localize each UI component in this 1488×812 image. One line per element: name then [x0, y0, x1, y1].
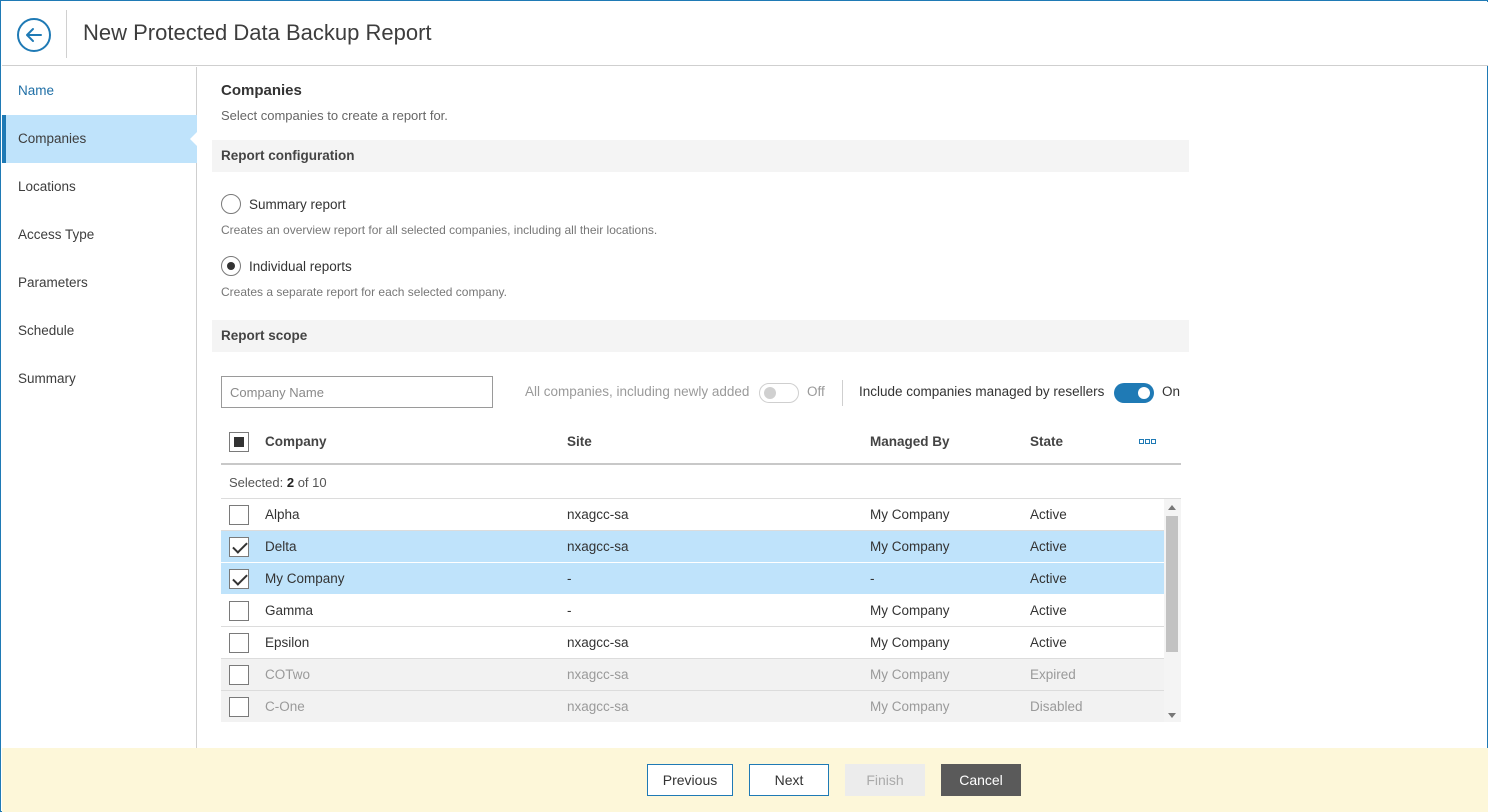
table-row[interactable]: Alpha nxagcc-sa My Company Active — [221, 499, 1164, 531]
table-scrollbar[interactable] — [1164, 499, 1181, 722]
cell-site: nxagcc-sa — [567, 699, 629, 714]
cell-site: nxagcc-sa — [567, 507, 629, 522]
table-body: Alpha nxagcc-sa My Company Active Delta … — [221, 499, 1164, 722]
radio-button[interactable] — [221, 194, 241, 214]
step-schedule[interactable]: Schedule — [18, 323, 75, 338]
cell-company: My Company — [265, 571, 345, 586]
radio-label: Individual reports — [249, 258, 352, 274]
wizard-header: New Protected Data Backup Report — [2, 2, 1488, 66]
report-scope-heading: Report scope — [212, 320, 1189, 352]
table-row[interactable]: My Company - - Active — [221, 563, 1164, 595]
summary-report-description: Creates an overview report for all selec… — [221, 223, 658, 237]
selection-summary: Selected: 2 of 10 — [221, 467, 1181, 499]
cell-company: COTwo — [265, 667, 311, 682]
cell-site: nxagcc-sa — [567, 667, 629, 682]
scroll-down-arrow-icon[interactable] — [1168, 713, 1176, 718]
cell-company: Epsilon — [265, 635, 310, 650]
selected-prefix: Selected: — [229, 475, 284, 490]
table-row[interactable]: Gamma - My Company Active — [221, 595, 1164, 627]
cell-state: Active — [1030, 571, 1067, 586]
cell-company: Gamma — [265, 603, 314, 618]
all-companies-toggle[interactable] — [759, 383, 799, 403]
toolbar-divider — [842, 380, 843, 406]
cell-site: nxagcc-sa — [567, 539, 629, 554]
cell-managed-by: My Company — [870, 539, 950, 554]
resellers-label: Include companies managed by resellers — [859, 384, 1105, 399]
header-divider — [66, 10, 67, 58]
next-button[interactable]: Next — [749, 764, 829, 796]
scroll-thumb[interactable] — [1166, 516, 1178, 652]
step-access-type[interactable]: Access Type — [18, 227, 95, 242]
row-checkbox[interactable] — [229, 505, 249, 525]
cell-managed-by: - — [870, 571, 875, 586]
cell-state: Active — [1030, 507, 1067, 522]
table-row[interactable]: COTwo nxagcc-sa My Company Expired — [221, 659, 1164, 691]
cell-state: Expired — [1030, 667, 1076, 682]
step-name[interactable]: Name — [18, 83, 55, 98]
all-companies-label: All companies, including newly added — [525, 384, 750, 399]
cell-state: Disabled — [1030, 699, 1083, 714]
cell-site: nxagcc-sa — [567, 635, 629, 650]
cell-company: Alpha — [265, 507, 300, 522]
radio-label: Summary report — [249, 196, 346, 212]
section-title: Companies — [221, 82, 302, 99]
cell-state: Active — [1030, 539, 1067, 554]
resellers-toggle[interactable] — [1114, 383, 1154, 403]
arrow-left-icon — [26, 28, 42, 42]
column-chooser-icon[interactable] — [1139, 439, 1156, 444]
company-name-search-input[interactable] — [221, 376, 493, 408]
individual-reports-description: Creates a separate report for each selec… — [221, 285, 507, 299]
row-checkbox[interactable] — [229, 665, 249, 685]
previous-button[interactable]: Previous — [647, 764, 733, 796]
back-button[interactable] — [17, 18, 51, 52]
radio-button[interactable] — [221, 256, 241, 276]
section-subtitle: Select companies to create a report for. — [221, 108, 448, 123]
selected-total: of 10 — [297, 475, 327, 490]
cell-managed-by: My Company — [870, 603, 950, 618]
step-locations[interactable]: Locations — [18, 179, 76, 194]
table-row[interactable]: Epsilon nxagcc-sa My Company Active — [221, 627, 1164, 659]
cell-company: Delta — [265, 539, 297, 554]
wizard-steps-sidebar: Name Companies Locations Access Type Par… — [2, 67, 198, 748]
finish-button: Finish — [845, 764, 925, 796]
select-all-checkbox[interactable] — [229, 432, 249, 452]
wizard-footer: Previous Next Finish Cancel — [2, 748, 1488, 812]
main-content: Companies Select companies to create a r… — [198, 67, 1488, 748]
cell-managed-by: My Company — [870, 667, 950, 682]
cell-company: C-One — [265, 699, 305, 714]
cell-site: - — [567, 571, 572, 586]
row-checkbox[interactable] — [229, 537, 249, 557]
row-checkbox[interactable] — [229, 601, 249, 621]
selected-count: 2 — [286, 475, 295, 490]
table-header: Company Site Managed By State — [221, 422, 1181, 465]
resellers-state: On — [1162, 384, 1181, 399]
cell-site: - — [567, 603, 572, 618]
column-managed-by[interactable]: Managed By — [870, 434, 950, 449]
column-site[interactable]: Site — [567, 434, 592, 449]
row-checkbox[interactable] — [229, 697, 249, 717]
step-companies[interactable]: Companies — [2, 115, 198, 163]
table-row[interactable]: Delta nxagcc-sa My Company Active — [221, 531, 1164, 563]
all-companies-state: Off — [807, 384, 825, 399]
cell-managed-by: My Company — [870, 507, 950, 522]
column-company[interactable]: Company — [265, 434, 327, 449]
column-state[interactable]: State — [1030, 434, 1064, 449]
step-parameters[interactable]: Parameters — [18, 275, 88, 290]
cancel-button[interactable]: Cancel — [941, 764, 1021, 796]
cell-managed-by: My Company — [870, 699, 950, 714]
table-row[interactable]: C-One nxagcc-sa My Company Disabled — [221, 691, 1164, 722]
page-title: New Protected Data Backup Report — [83, 20, 432, 45]
cell-managed-by: My Company — [870, 635, 950, 650]
step-summary[interactable]: Summary — [18, 371, 76, 386]
individual-reports-radio[interactable]: Individual reports — [221, 256, 352, 276]
row-checkbox[interactable] — [229, 569, 249, 589]
report-configuration-heading: Report configuration — [212, 140, 1189, 172]
cell-state: Active — [1030, 635, 1067, 650]
summary-report-radio[interactable]: Summary report — [221, 194, 346, 214]
cell-state: Active — [1030, 603, 1067, 618]
row-checkbox[interactable] — [229, 633, 249, 653]
scroll-up-arrow-icon[interactable] — [1168, 505, 1176, 510]
